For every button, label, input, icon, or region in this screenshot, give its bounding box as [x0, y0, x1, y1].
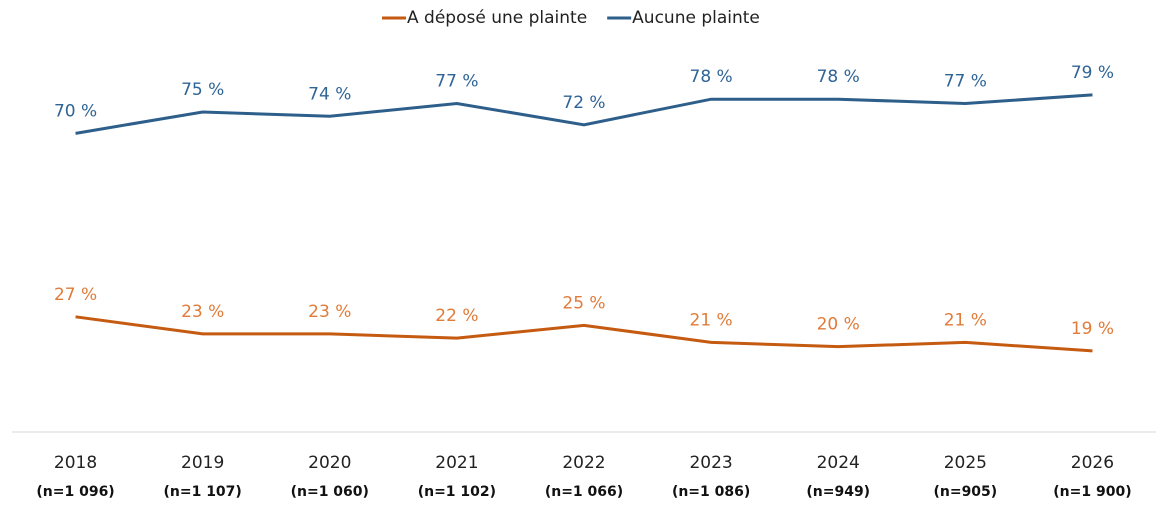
sample-size: (n=1 900) — [1053, 484, 1131, 500]
sample-size: (n=1 102) — [418, 484, 496, 500]
sample-size: (n=949) — [806, 484, 870, 500]
sample-size: (n=1 107) — [163, 484, 241, 500]
data-label: 70 % — [54, 101, 97, 121]
data-label: 72 % — [562, 93, 605, 113]
legend-label: Aucune plainte — [632, 8, 760, 28]
data-label: 77 % — [435, 71, 478, 91]
data-label: 74 % — [308, 84, 351, 104]
x-tick-label: 2021 — [435, 453, 478, 473]
data-label: 21 % — [690, 310, 733, 330]
sample-size: (n=905) — [933, 484, 997, 500]
x-tick-label: 2024 — [817, 453, 860, 473]
x-tick-label: 2023 — [689, 453, 732, 473]
data-label: 25 % — [562, 293, 605, 313]
sample-size: (n=1 086) — [672, 484, 750, 500]
data-label: 78 % — [817, 67, 860, 87]
data-label: 19 % — [1071, 319, 1114, 339]
sample-size: (n=1 096) — [36, 484, 114, 500]
x-tick-label: 2019 — [181, 453, 224, 473]
series-line — [75, 93, 1093, 135]
data-label: 78 % — [690, 67, 733, 87]
data-label: 79 % — [1071, 63, 1114, 83]
x-tick-label: 2026 — [1071, 453, 1114, 473]
data-label: 22 % — [435, 306, 478, 326]
data-label: 20 % — [817, 315, 860, 335]
data-label: 77 % — [944, 71, 987, 91]
x-tick-label: 2022 — [562, 453, 605, 473]
x-tick-label: 2018 — [54, 453, 97, 473]
data-label: 27 % — [54, 285, 97, 305]
data-label: 75 % — [181, 80, 224, 100]
data-label: 21 % — [944, 310, 987, 330]
series-line — [75, 315, 1093, 353]
legend-label: A déposé une plainte — [407, 8, 587, 28]
x-tick-label: 2020 — [308, 453, 351, 473]
data-label: 23 % — [308, 302, 351, 322]
x-tick-label: 2025 — [944, 453, 987, 473]
data-label: 23 % — [181, 302, 224, 322]
sample-size: (n=1 066) — [545, 484, 623, 500]
sample-size: (n=1 060) — [291, 484, 369, 500]
